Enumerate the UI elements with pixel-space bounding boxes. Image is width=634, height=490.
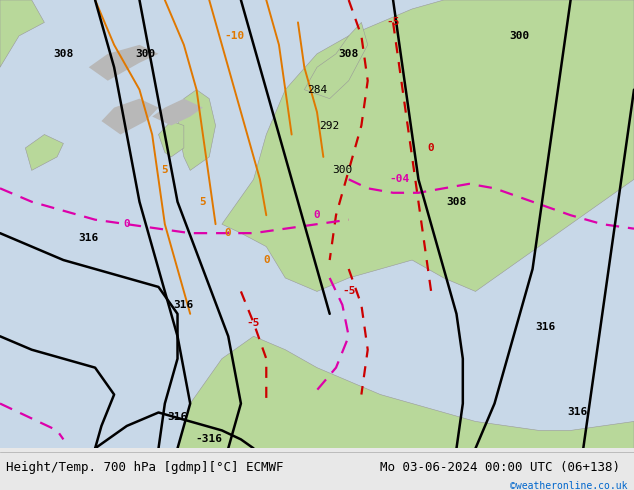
Text: 308: 308 [446, 197, 467, 207]
Text: 308: 308 [53, 49, 74, 59]
Text: -316: -316 [196, 434, 223, 444]
Text: 300: 300 [136, 49, 156, 59]
Text: 5: 5 [162, 165, 168, 175]
Text: Mo 03-06-2024 00:00 UTC (06+138): Mo 03-06-2024 00:00 UTC (06+138) [380, 461, 621, 474]
Text: 0: 0 [314, 210, 320, 220]
Text: 300: 300 [332, 165, 353, 175]
Text: 0: 0 [124, 219, 130, 229]
Text: 0: 0 [225, 228, 231, 238]
Text: 5: 5 [200, 197, 206, 207]
Text: -04: -04 [389, 174, 410, 184]
Text: -5: -5 [342, 287, 356, 296]
Text: 316: 316 [567, 408, 587, 417]
Text: -10: -10 [224, 31, 245, 41]
Text: 316: 316 [174, 300, 194, 310]
Text: 284: 284 [307, 85, 327, 95]
Text: 316: 316 [167, 412, 188, 422]
Text: ©weatheronline.co.uk: ©weatheronline.co.uk [510, 481, 628, 490]
Text: 292: 292 [320, 121, 340, 130]
Text: 0: 0 [428, 143, 434, 153]
Text: 316: 316 [79, 233, 99, 243]
Text: 0: 0 [263, 255, 269, 265]
Text: 316: 316 [535, 322, 555, 332]
Text: 300: 300 [510, 31, 530, 41]
Text: 308: 308 [339, 49, 359, 59]
Text: Height/Temp. 700 hPa [gdmp][°C] ECMWF: Height/Temp. 700 hPa [gdmp][°C] ECMWF [6, 461, 284, 474]
Text: -5: -5 [247, 318, 261, 328]
Text: -5: -5 [386, 18, 400, 27]
